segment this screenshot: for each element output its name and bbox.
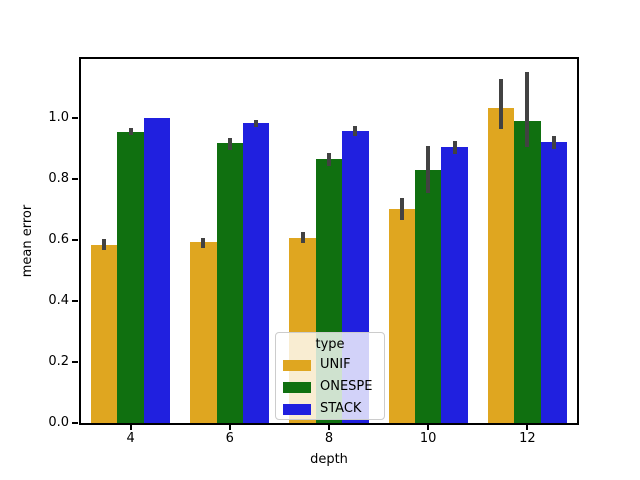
y-tick-label: 0.4 (48, 292, 69, 308)
bar-stack-depth-10 (441, 147, 468, 423)
error-bar-stack-depth-8 (353, 125, 358, 137)
bar-onespe-depth-10 (414, 169, 442, 423)
bar-unif-depth-4 (90, 244, 118, 423)
bar-unif-depth-10 (388, 208, 415, 423)
bar-stack-depth-12 (540, 141, 568, 423)
y-axis-label: mean error (20, 204, 35, 278)
legend-entry-stack: STACK (276, 398, 384, 420)
legend-label-stack: STACK (320, 401, 362, 416)
legend-swatch-stack (283, 403, 311, 415)
legend-swatch-onespe (283, 381, 311, 393)
legend: type UNIF ONESPE STACK (275, 332, 385, 420)
x-tick-mark (427, 425, 430, 430)
error-bar-unif-depth-12 (498, 78, 503, 129)
error-bar-stack-depth-6 (254, 120, 259, 128)
x-tick-label: 12 (519, 431, 536, 446)
error-bar-onespe-depth-12 (525, 72, 530, 148)
error-bar-stack-depth-10 (452, 140, 457, 155)
legend-label-unif: UNIF (320, 357, 351, 372)
y-tick-label: 0.0 (48, 415, 69, 430)
x-tick-mark (129, 425, 132, 430)
error-bar-onespe-depth-8 (327, 152, 331, 166)
error-bar-onespe-depth-10 (426, 145, 431, 194)
y-tick-mark (72, 177, 78, 180)
y-tick-label: 0.8 (48, 170, 69, 186)
error-bar-onespe-depth-4 (128, 127, 133, 135)
error-bar-unif-depth-6 (201, 238, 206, 249)
bar-onespe-depth-4 (117, 131, 144, 423)
legend-label-onespe: ONESPE (320, 379, 373, 394)
y-tick-mark (72, 422, 78, 424)
y-tick-mark (72, 299, 78, 302)
error-bar-onespe-depth-6 (227, 138, 232, 150)
x-axis-label: depth (310, 452, 348, 467)
y-tick-label: 0.6 (48, 231, 69, 247)
x-tick-mark (328, 425, 330, 430)
legend-title: type (315, 337, 345, 352)
legend-entry-unif: UNIF (276, 354, 384, 376)
bar-stack-depth-4 (143, 117, 171, 423)
error-bar-unif-depth-8 (300, 231, 305, 244)
error-bar-stack-depth-12 (551, 135, 556, 150)
legend-entry-onespe: ONESPE (276, 376, 384, 398)
x-tick-label: 8 (324, 431, 334, 446)
error-bar-unif-depth-10 (399, 198, 404, 220)
bar-stack-depth-6 (243, 123, 270, 423)
y-tick-mark (72, 238, 78, 241)
y-tick-mark (72, 116, 78, 119)
error-bar-unif-depth-4 (102, 239, 107, 250)
x-tick-label: 10 (419, 431, 437, 446)
bar-unif-depth-6 (190, 242, 217, 423)
legend-swatch-unif (283, 359, 311, 371)
x-tick-mark (228, 425, 231, 430)
bar-unif-depth-12 (487, 107, 515, 423)
x-tick-label: 4 (126, 431, 135, 446)
y-tick-mark (72, 360, 78, 363)
bar-onespe-depth-12 (514, 120, 541, 423)
y-tick-label: 1.0 (48, 109, 69, 125)
y-tick-label: 0.2 (48, 353, 69, 369)
bar-onespe-depth-6 (216, 142, 244, 423)
x-tick-mark (526, 425, 529, 430)
x-tick-label: 6 (225, 431, 234, 446)
